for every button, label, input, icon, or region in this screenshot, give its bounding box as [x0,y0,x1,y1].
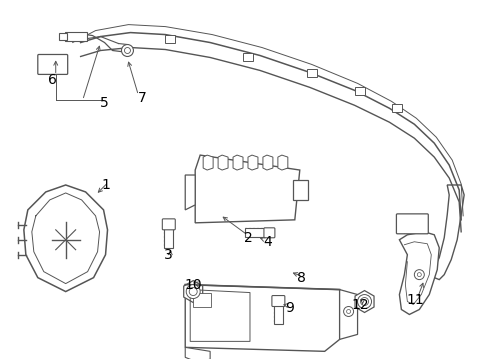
Bar [164,228,173,248]
Polygon shape [185,347,210,360]
Circle shape [358,294,371,309]
Polygon shape [218,155,228,170]
Polygon shape [185,285,340,351]
Bar [193,293,211,306]
Polygon shape [263,155,273,170]
Text: 2: 2 [244,231,252,245]
Text: 12: 12 [352,297,369,311]
Polygon shape [233,155,243,170]
Polygon shape [278,155,288,170]
Polygon shape [24,185,107,292]
Text: 4: 4 [264,235,272,249]
Text: 11: 11 [407,293,424,306]
Polygon shape [399,232,439,315]
Polygon shape [184,280,203,302]
FancyBboxPatch shape [264,228,275,238]
Bar [245,228,265,237]
Text: 6: 6 [49,73,57,87]
Polygon shape [340,289,358,339]
Bar [392,104,402,112]
Bar [355,87,365,95]
Bar [65,32,87,41]
Text: 7: 7 [138,91,147,105]
Bar [307,69,317,77]
Bar [243,54,253,62]
Circle shape [122,45,133,57]
FancyBboxPatch shape [272,296,285,306]
Bar [274,305,283,324]
Polygon shape [434,185,464,280]
Bar [59,32,67,40]
Polygon shape [248,155,258,170]
Polygon shape [203,155,213,170]
Circle shape [186,285,200,298]
Circle shape [343,306,354,316]
FancyBboxPatch shape [38,54,68,75]
FancyBboxPatch shape [396,214,428,234]
Bar [165,35,175,42]
Text: 8: 8 [297,271,306,285]
Text: 1: 1 [101,178,110,192]
Text: 9: 9 [285,301,294,315]
Text: 3: 3 [164,248,172,262]
Circle shape [415,270,424,280]
FancyBboxPatch shape [162,219,175,230]
Polygon shape [355,291,374,312]
Text: 5: 5 [100,96,109,110]
Text: 10: 10 [184,278,202,292]
Bar [293,180,308,200]
Polygon shape [185,175,195,210]
Polygon shape [195,155,300,223]
